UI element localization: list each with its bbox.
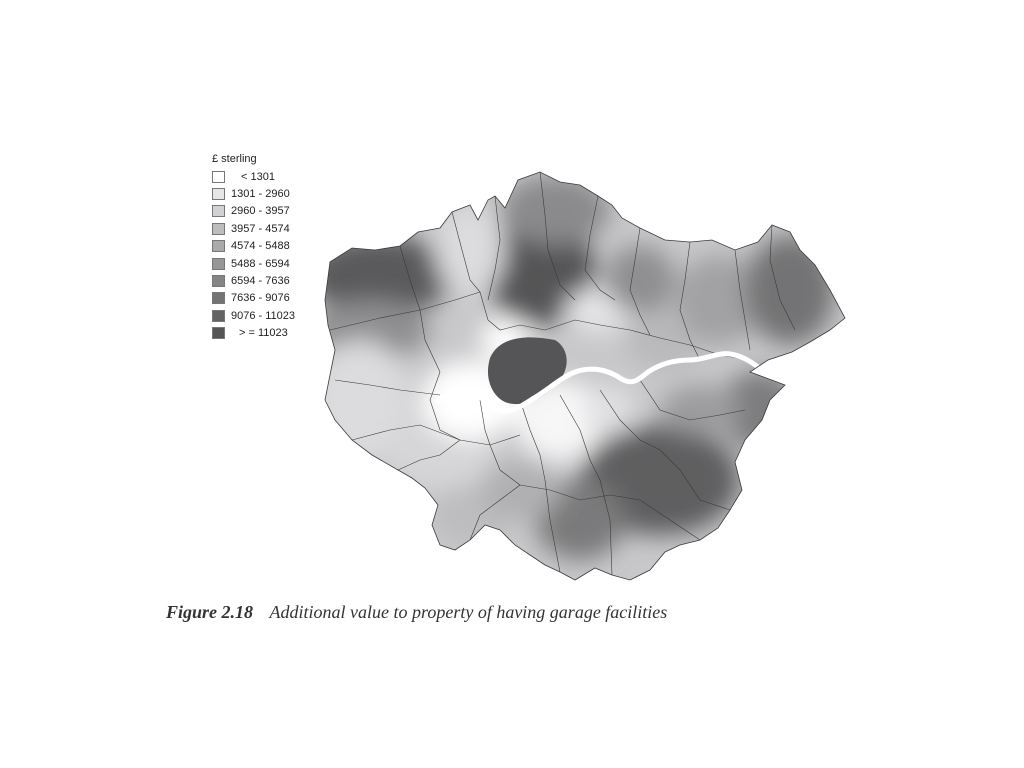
map-legend: £ sterling < 1301 1301 - 2960 2960 - 3957 3… xyxy=(212,152,295,342)
legend-row: 5488 - 6594 xyxy=(212,255,295,272)
borough-boundaries xyxy=(329,172,796,576)
legend-label: > = 11023 xyxy=(239,327,288,340)
legend-label: < 1301 xyxy=(241,170,275,183)
legend-swatch xyxy=(212,292,225,305)
river-thames xyxy=(435,351,788,414)
legend-label: 2960 - 3957 xyxy=(231,205,290,218)
legend-label: 4574 - 5488 xyxy=(231,240,290,253)
legend-row: 6594 - 7636 xyxy=(212,272,295,289)
figure-caption-text: Additional value to property of having g… xyxy=(269,602,668,622)
legend-label: 1301 - 2960 xyxy=(231,188,290,201)
legend-row: 9076 - 11023 xyxy=(212,307,295,324)
legend-items: < 1301 1301 - 2960 2960 - 3957 3957 - 4574 4… xyxy=(212,168,295,342)
legend-row: 2960 - 3957 xyxy=(212,203,295,220)
legend-swatch xyxy=(212,188,225,201)
legend-swatch xyxy=(212,257,225,270)
legend-swatch xyxy=(212,309,225,322)
legend-row: 1301 - 2960 xyxy=(212,185,295,202)
legend-label: 6594 - 7636 xyxy=(231,275,290,288)
legend-title: £ sterling xyxy=(212,153,257,165)
legend-swatch xyxy=(212,170,225,183)
legend-swatch xyxy=(212,205,225,218)
legend-row: 4574 - 5488 xyxy=(212,238,295,255)
legend-label: 3957 - 4574 xyxy=(231,222,290,235)
value-surface xyxy=(325,172,845,580)
figure-caption: Figure 2.18 Additional value to property… xyxy=(166,602,667,623)
legend-row: > = 11023 xyxy=(212,325,295,342)
legend-swatch xyxy=(212,222,225,235)
legend-swatch xyxy=(212,240,225,253)
legend-swatch xyxy=(212,327,225,340)
legend-row: < 1301 xyxy=(212,168,295,185)
figure-number: Figure 2.18 xyxy=(166,602,254,622)
legend-label: 7636 - 9076 xyxy=(231,292,290,305)
legend-row: 7636 - 9076 xyxy=(212,290,295,307)
legend-row: 3957 - 4574 xyxy=(212,220,295,237)
legend-swatch xyxy=(212,275,225,288)
legend-label: 5488 - 6594 xyxy=(231,257,290,270)
legend-label: 9076 - 11023 xyxy=(231,309,296,322)
